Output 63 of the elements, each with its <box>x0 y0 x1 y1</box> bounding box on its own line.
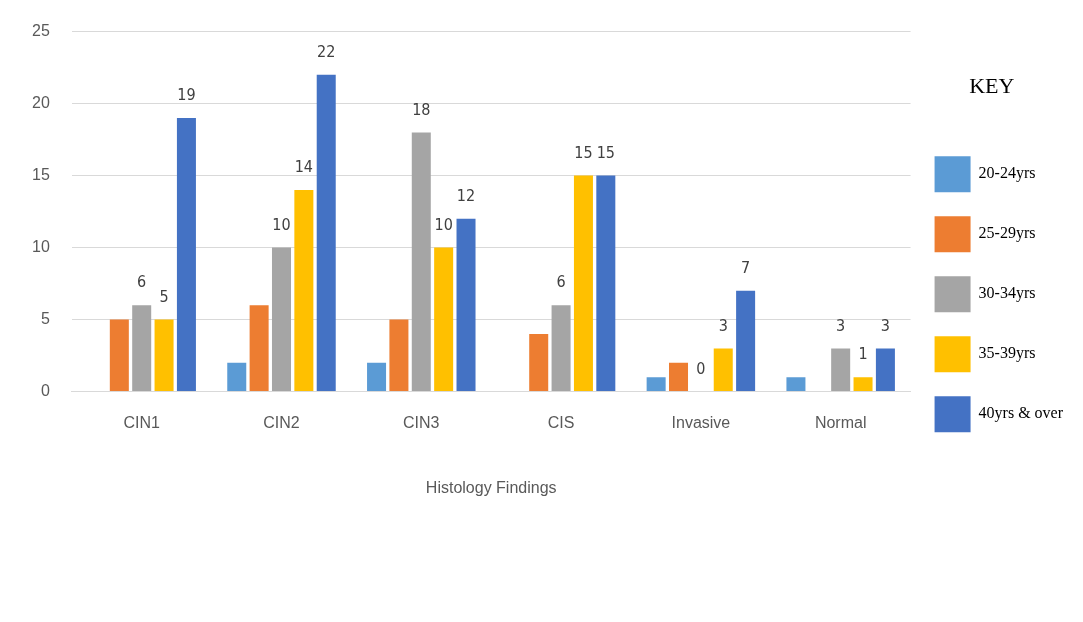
data-label: 5 <box>159 286 169 306</box>
bar <box>831 348 851 392</box>
bar <box>316 74 336 392</box>
bar <box>249 305 269 392</box>
x-tick-label: CIN3 <box>403 413 440 431</box>
bar <box>294 190 314 392</box>
y-tick-label: 15 <box>32 166 50 184</box>
y-tick-label: 20 <box>32 94 50 112</box>
bar <box>529 334 549 392</box>
data-label: 12 <box>456 185 476 205</box>
bar <box>389 319 409 392</box>
bar <box>853 377 873 392</box>
bar <box>669 362 689 392</box>
x-tick-label: CIS <box>547 413 575 431</box>
data-label: 10 <box>272 214 291 234</box>
data-label: 14 <box>294 157 314 177</box>
bar <box>551 305 571 392</box>
bar <box>573 175 593 392</box>
x-tick-label: Invasive <box>671 413 731 431</box>
data-label: 3 <box>836 315 846 335</box>
data-label: 6 <box>556 272 566 292</box>
data-label: 3 <box>718 315 728 335</box>
y-tick-label: 10 <box>32 238 50 256</box>
data-label: 18 <box>412 99 431 119</box>
bar <box>367 362 387 392</box>
legend-label: 30-34yrs <box>978 284 1036 303</box>
legend-title: KEY <box>969 72 1015 98</box>
data-label: 10 <box>434 214 453 234</box>
bar <box>132 305 152 392</box>
bar <box>786 377 806 392</box>
data-label: 22 <box>317 41 336 61</box>
bar <box>736 290 756 392</box>
data-label: 19 <box>177 85 196 105</box>
legend-label: 25-29yrs <box>978 224 1036 243</box>
data-label: 3 <box>880 315 890 335</box>
x-tick-label: Normal <box>814 413 867 431</box>
y-tick-label: 25 <box>32 22 50 40</box>
y-tick-label: 0 <box>40 382 50 400</box>
legend-label: 20-24yrs <box>978 164 1036 183</box>
data-label: 1 <box>858 344 868 364</box>
legend-label: 40yrs & over <box>978 404 1064 423</box>
data-label: 0 <box>696 358 706 378</box>
legend-label: 35-39yrs <box>978 344 1036 363</box>
bar <box>411 132 431 392</box>
data-label: 7 <box>741 257 751 277</box>
bar <box>456 218 476 392</box>
bar <box>154 319 174 392</box>
bar <box>176 118 196 392</box>
bar <box>109 319 129 392</box>
bar <box>596 175 616 392</box>
data-label: 6 <box>137 272 147 292</box>
bar <box>646 377 666 392</box>
data-label: 15 <box>596 142 615 162</box>
data-label: 15 <box>574 142 593 162</box>
bar <box>713 348 733 392</box>
bar <box>875 348 895 392</box>
x-tick-label: CIN1 <box>123 413 161 431</box>
bar <box>434 247 454 392</box>
x-tick-label: CIN2 <box>263 413 300 431</box>
bar <box>227 362 247 392</box>
bar <box>271 247 291 392</box>
x-axis-title: Histology Findings <box>425 478 557 496</box>
y-tick-label: 5 <box>40 310 50 328</box>
